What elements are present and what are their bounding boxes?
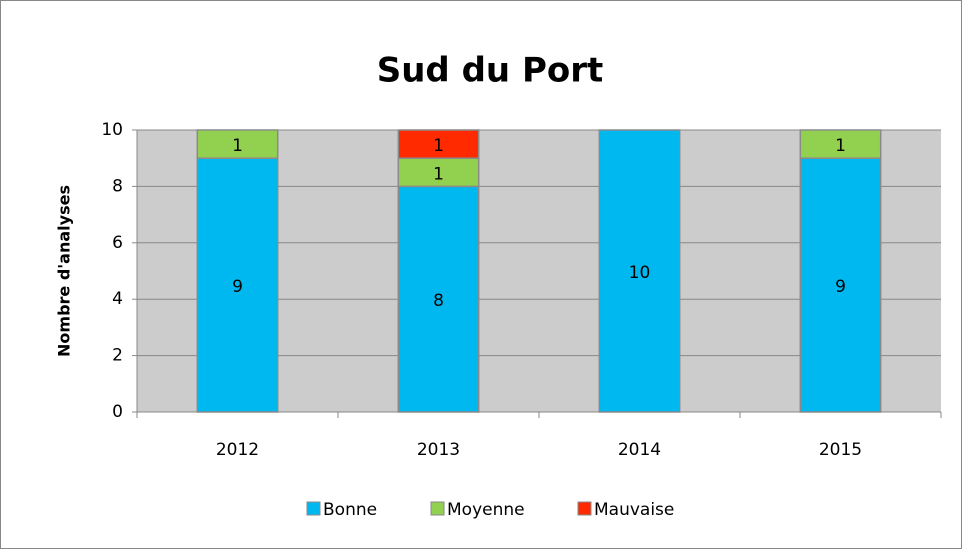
y-tick-label: 6 bbox=[112, 233, 123, 253]
data-label: 10 bbox=[629, 263, 651, 283]
legend-label: Mauvaise bbox=[594, 500, 674, 520]
x-tick-label: 2015 bbox=[819, 440, 862, 460]
chart-title: Sud du Port bbox=[377, 51, 604, 91]
bar-segment bbox=[799, 129, 882, 159]
bar-segment bbox=[397, 157, 480, 188]
bar-segment bbox=[598, 129, 681, 413]
legend-swatch bbox=[577, 501, 592, 516]
data-label: 8 bbox=[433, 291, 444, 311]
y-tick-label: 2 bbox=[112, 346, 123, 366]
bar-segment bbox=[196, 129, 279, 159]
x-tick-label: 2014 bbox=[618, 440, 661, 460]
x-tick-label: 2012 bbox=[216, 440, 259, 460]
bar-segment bbox=[196, 157, 279, 413]
data-label: 1 bbox=[433, 164, 444, 184]
y-tick-label: 8 bbox=[112, 176, 123, 196]
y-tick-label: 10 bbox=[101, 120, 123, 140]
bar-segment bbox=[397, 129, 480, 159]
data-label: 1 bbox=[433, 136, 444, 156]
data-label: 9 bbox=[232, 277, 243, 297]
data-label: 9 bbox=[835, 277, 846, 297]
x-tick-label: 2013 bbox=[417, 440, 460, 460]
y-tick-label: 0 bbox=[112, 402, 123, 422]
legend-label: Bonne bbox=[323, 500, 377, 520]
y-axis-label: Nombre d'analyses bbox=[55, 185, 74, 357]
data-label: 1 bbox=[835, 136, 846, 156]
legend-label: Moyenne bbox=[447, 500, 525, 520]
legend-swatch bbox=[306, 501, 321, 516]
data-label: 1 bbox=[232, 136, 243, 156]
legend-swatch bbox=[430, 501, 445, 516]
y-tick-label: 4 bbox=[112, 289, 123, 309]
